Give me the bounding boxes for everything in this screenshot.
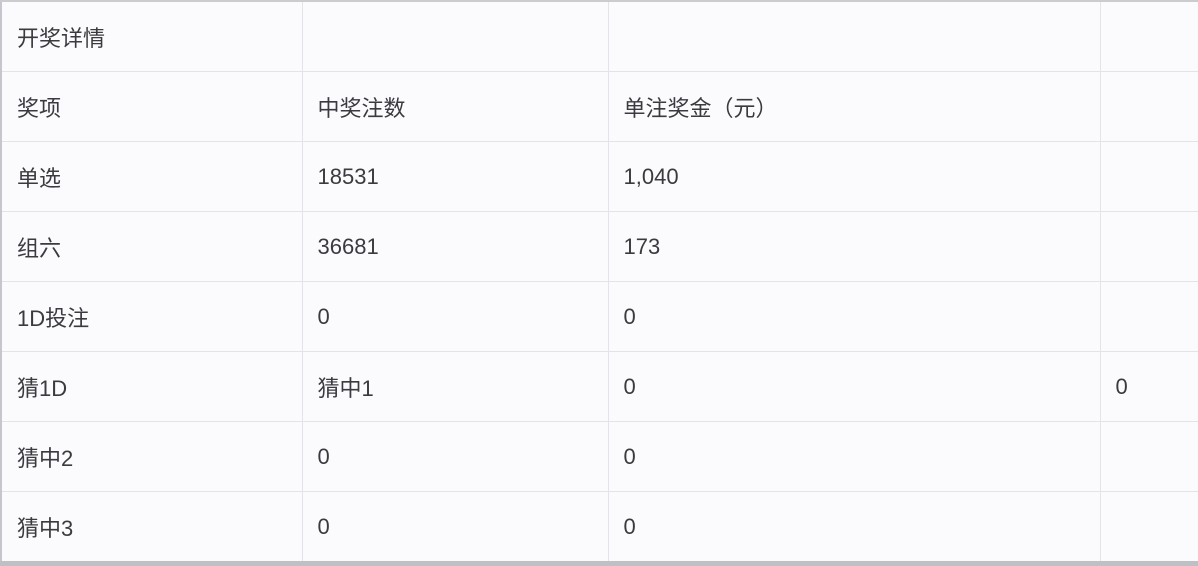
column-header-prize-per-bet: 单注奖金（元） [607, 71, 1101, 142]
prize-per-bet-value: 0 [607, 351, 1101, 422]
empty-cell [301, 0, 609, 72]
table-row: 单选 18531 1,040 [0, 141, 1198, 212]
prize-name: 单选 [0, 141, 303, 212]
prize-name: 1D投注 [0, 281, 303, 352]
winning-bets-value: 18531 [301, 141, 609, 212]
empty-cell [1099, 0, 1198, 72]
prize-per-bet-value: 0 [607, 281, 1101, 352]
prize-name: 组六 [0, 211, 303, 282]
prize-name: 猜1D [0, 351, 303, 422]
extra-value: 0 [1099, 351, 1198, 422]
table-row: 猜中2 0 0 [0, 421, 1198, 492]
page-title: 开奖详情 [0, 0, 303, 72]
prize-name: 猜中3 [0, 491, 303, 564]
winning-bets-value: 0 [301, 421, 609, 492]
extra-value [1099, 421, 1198, 492]
winning-bets-value: 0 [301, 491, 609, 564]
winning-bets-value: 36681 [301, 211, 609, 282]
prize-per-bet-value: 0 [607, 491, 1101, 564]
prize-per-bet-value: 0 [607, 421, 1101, 492]
prize-per-bet-value: 173 [607, 211, 1101, 282]
extra-value [1099, 141, 1198, 212]
table-row: 猜1D 猜中1 0 0 [0, 351, 1198, 422]
table-row: 1D投注 0 0 [0, 281, 1198, 352]
extra-value [1099, 491, 1198, 564]
column-header-prize: 奖项 [0, 71, 303, 142]
column-header-winning-bets: 中奖注数 [301, 71, 609, 142]
prize-per-bet-value: 1,040 [607, 141, 1101, 212]
prize-name: 猜中2 [0, 421, 303, 492]
winning-bets-value: 猜中1 [301, 351, 609, 422]
table-row: 猜中3 0 0 [0, 491, 1198, 564]
extra-value [1099, 211, 1198, 282]
table-header-row: 奖项 中奖注数 单注奖金（元） [0, 71, 1198, 142]
extra-value [1099, 281, 1198, 352]
empty-cell [607, 0, 1101, 72]
empty-cell [1099, 71, 1198, 142]
table-title-row: 开奖详情 [0, 0, 1198, 72]
table-row: 组六 36681 173 [0, 211, 1198, 282]
winning-bets-value: 0 [301, 281, 609, 352]
